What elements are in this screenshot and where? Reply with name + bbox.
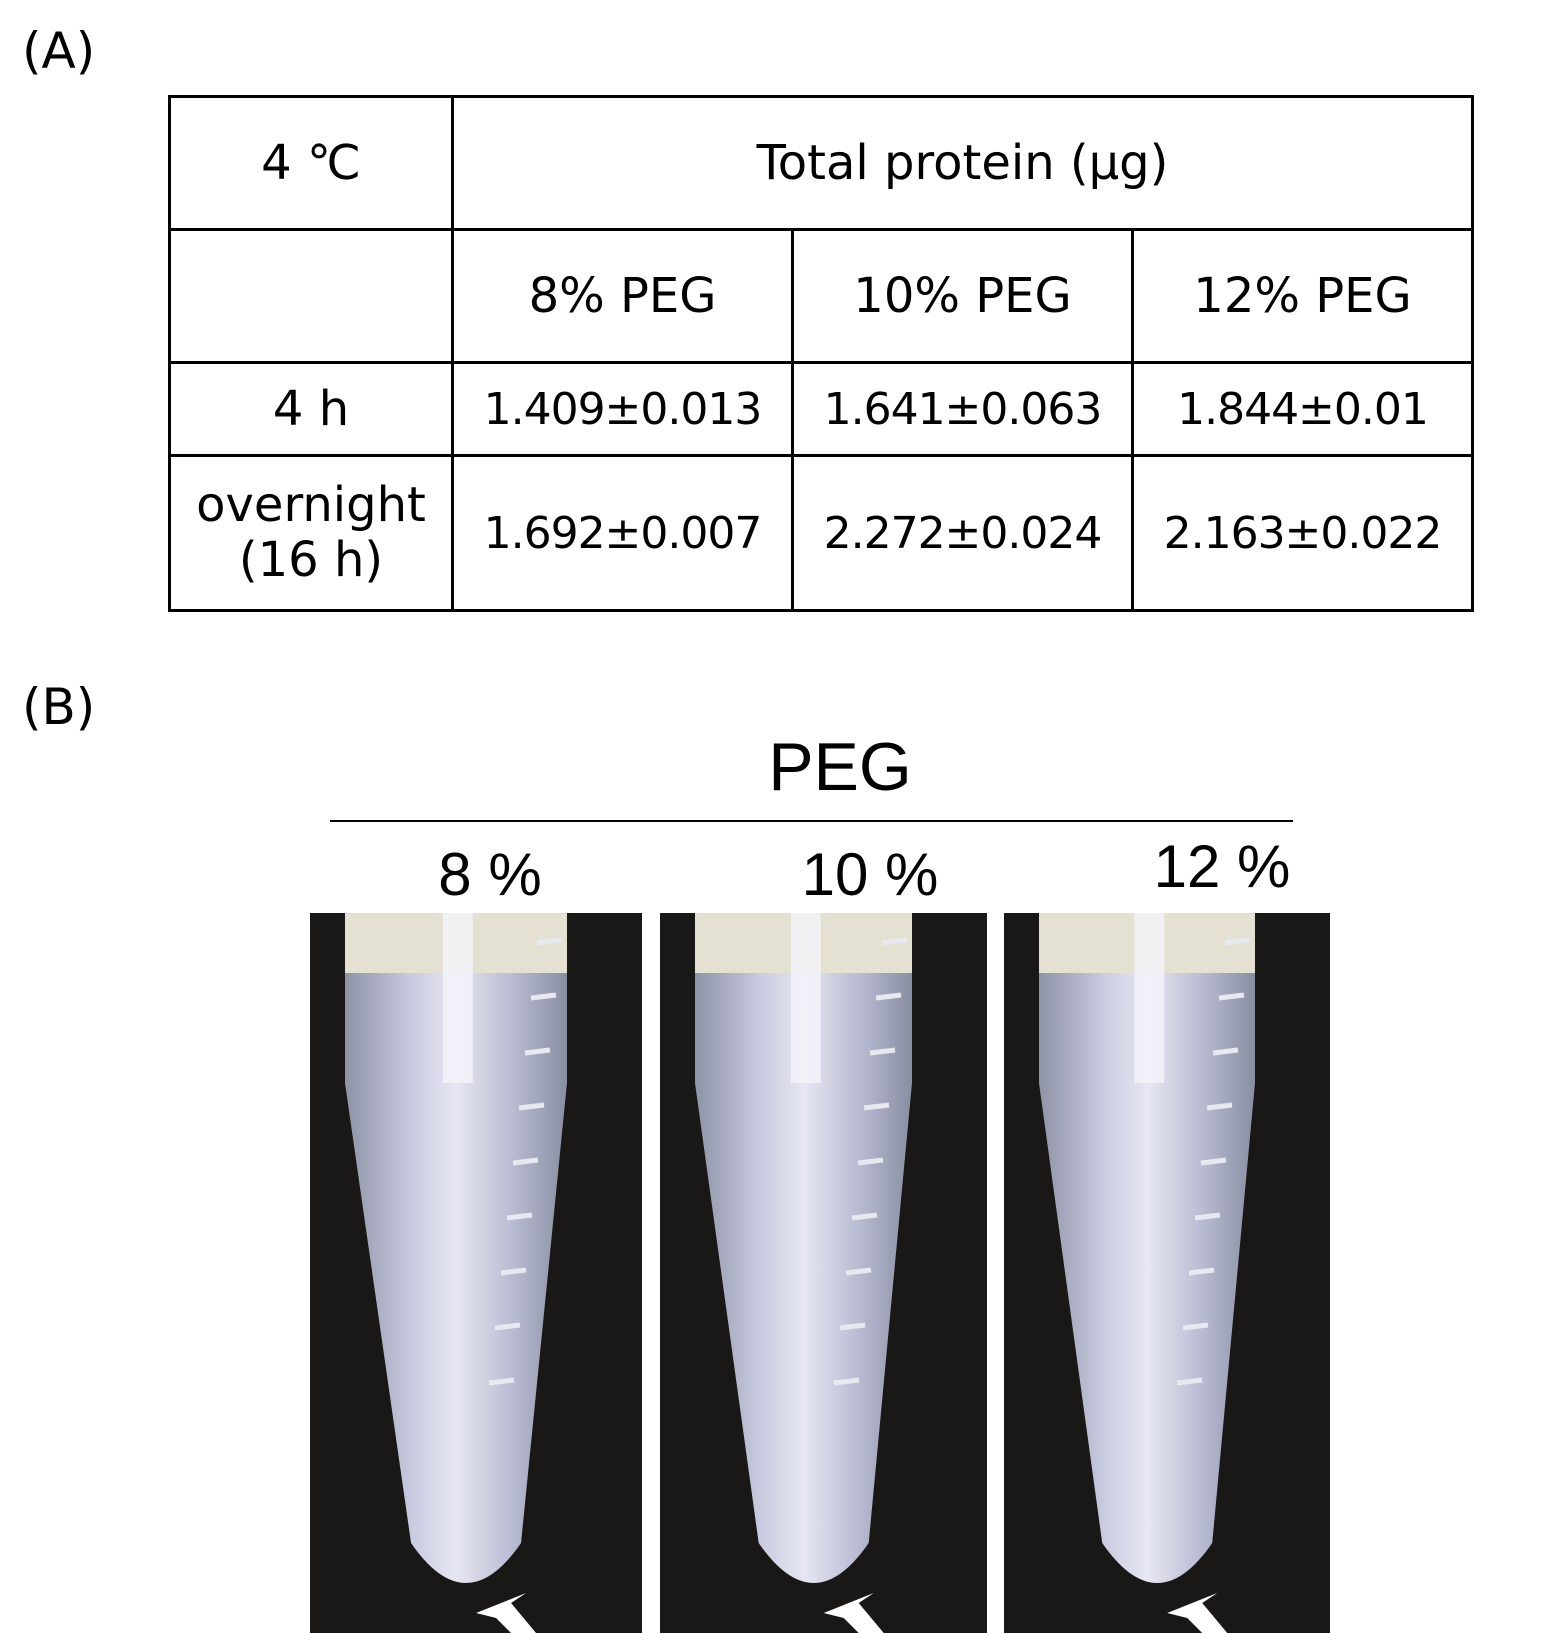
graduation xyxy=(530,992,557,1001)
panel-label: (A) xyxy=(22,22,96,80)
graduation xyxy=(845,1267,872,1276)
column-header: 10% PEG xyxy=(791,228,1134,364)
graduation xyxy=(1188,1267,1215,1276)
graduation xyxy=(1200,1157,1227,1166)
cell: 1.641±0.063 xyxy=(791,361,1134,457)
tube xyxy=(695,913,912,1583)
arrow xyxy=(823,1593,884,1633)
data-row: overnight (16 h) 1.692±0.007 2.272±0.024… xyxy=(168,454,1474,612)
group-header: Total protein (μg) xyxy=(451,95,1474,231)
graduation xyxy=(869,1047,896,1056)
cell: 1.844±0.01 xyxy=(1131,361,1474,457)
column-header: 8% PEG xyxy=(451,228,794,364)
graduation xyxy=(1224,937,1251,946)
graduation xyxy=(839,1322,866,1331)
protein-table: 4 ℃ Total protein (μg) 8% PEG 10% PEG 12… xyxy=(168,95,1474,612)
graduation xyxy=(833,1377,860,1386)
graduation xyxy=(488,1377,515,1386)
tube-highlight xyxy=(442,913,473,1083)
tube-label: 10 % xyxy=(801,841,939,908)
graduation xyxy=(518,1102,545,1111)
title-rule xyxy=(330,820,1293,822)
header-row: 4 ℃ Total protein (μg) xyxy=(168,95,1474,231)
empty-cell xyxy=(168,228,454,364)
graduation xyxy=(500,1267,527,1276)
cell: 2.163±0.022 xyxy=(1131,454,1474,612)
tube-highlight xyxy=(790,913,821,1083)
graduation xyxy=(1206,1102,1233,1111)
graduation xyxy=(863,1102,890,1111)
graduation xyxy=(851,1212,878,1221)
graduation xyxy=(1212,1047,1239,1056)
graduation xyxy=(512,1157,539,1166)
photo-title: PEG xyxy=(768,729,912,805)
arrow xyxy=(476,1593,537,1633)
tube-label: 12 % xyxy=(1153,833,1291,900)
graduation xyxy=(1176,1377,1203,1386)
tube-highlight xyxy=(1134,913,1165,1083)
tube xyxy=(1039,913,1255,1583)
cell: 2.272±0.024 xyxy=(791,454,1134,612)
graduation xyxy=(536,937,563,946)
graduation xyxy=(1182,1322,1209,1331)
column-header: 12% PEG xyxy=(1131,228,1474,364)
corner-cell: 4 ℃ xyxy=(168,95,454,231)
panel-label: (B) xyxy=(22,678,96,736)
row-label: overnight (16 h) xyxy=(168,454,454,612)
graduation xyxy=(524,1047,551,1056)
column-row: 8% PEG 10% PEG 12% PEG xyxy=(168,228,1474,364)
graduation xyxy=(494,1322,521,1331)
graduation xyxy=(875,992,902,1001)
row-label: 4 h xyxy=(168,361,454,457)
graduation xyxy=(857,1157,884,1166)
tube-label: 8 % xyxy=(438,841,542,908)
tube xyxy=(345,913,567,1583)
graduation xyxy=(1194,1212,1221,1221)
graduation xyxy=(881,937,908,946)
arrow xyxy=(1167,1593,1228,1633)
cell: 1.692±0.007 xyxy=(451,454,794,612)
data-row: 4 h 1.409±0.013 1.641±0.063 1.844±0.01 xyxy=(168,361,1474,457)
graduation xyxy=(506,1212,533,1221)
cell: 1.409±0.013 xyxy=(451,361,794,457)
graduation xyxy=(1218,992,1245,1001)
